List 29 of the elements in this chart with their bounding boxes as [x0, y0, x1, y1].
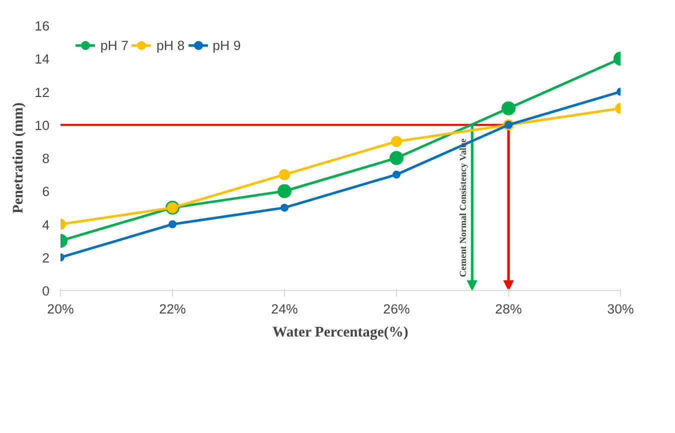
- point: [280, 204, 288, 212]
- y-tick-label: 16: [34, 18, 50, 34]
- x-tick-label: 28%: [495, 302, 522, 316]
- legend-label: pH 8: [156, 38, 185, 52]
- y-tick-label: 8: [42, 151, 50, 166]
- point: [390, 151, 404, 165]
- x-tick-label: 20%: [47, 302, 74, 316]
- point: [168, 220, 176, 228]
- y-tick-label: 12: [34, 84, 50, 100]
- y-tick-label: 10: [34, 118, 50, 133]
- x-tick-label: 26%: [383, 302, 410, 316]
- y-tick-label: 4: [42, 217, 50, 232]
- point: [391, 136, 402, 147]
- point: [278, 184, 292, 198]
- x-tick-label: 24%: [271, 302, 298, 316]
- x-tick-label: 30%: [607, 302, 634, 316]
- annotation: Cement Normal Consistency Value: [459, 138, 470, 278]
- y-tick-label: 14: [34, 52, 50, 67]
- x-tick-label: 22%: [159, 302, 186, 316]
- y-tick-label: 6: [42, 184, 50, 200]
- point: [502, 101, 516, 116]
- legend-label: pH 7: [100, 38, 128, 52]
- legend-label: pH 9: [212, 38, 241, 52]
- y-tick-label: 0: [42, 284, 50, 298]
- y-axis-title: Penetration (mm): [10, 102, 27, 214]
- point: [392, 170, 400, 179]
- x-axis-title: Water Percentage(%): [272, 324, 408, 340]
- y-tick-label: 2: [42, 250, 50, 266]
- point: [279, 169, 290, 180]
